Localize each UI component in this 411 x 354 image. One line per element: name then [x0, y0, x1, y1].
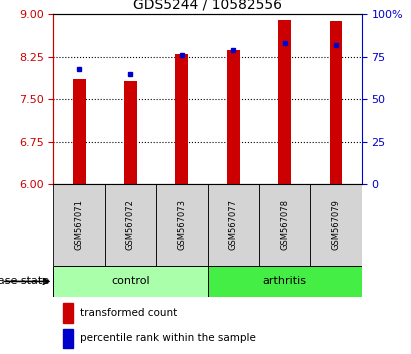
Text: GSM567073: GSM567073 — [178, 199, 186, 250]
Bar — [53, 266, 208, 297]
Bar — [227, 50, 240, 184]
Text: GSM567077: GSM567077 — [229, 199, 238, 250]
Bar — [62, 303, 74, 323]
Bar — [208, 184, 259, 266]
Bar — [73, 79, 85, 184]
Text: GSM567079: GSM567079 — [332, 199, 340, 250]
Bar — [105, 184, 156, 266]
Text: disease state: disease state — [0, 276, 49, 286]
Text: arthritis: arthritis — [263, 276, 307, 286]
Text: GSM567078: GSM567078 — [280, 199, 289, 250]
Text: transformed count: transformed count — [80, 308, 177, 318]
Bar — [330, 21, 342, 184]
Bar — [175, 54, 188, 184]
Text: GSM567071: GSM567071 — [75, 199, 83, 250]
Text: GSM567072: GSM567072 — [126, 199, 135, 250]
Title: GDS5244 / 10582556: GDS5244 / 10582556 — [133, 0, 282, 12]
Text: control: control — [111, 276, 150, 286]
Bar — [124, 81, 137, 184]
Bar — [208, 266, 362, 297]
Bar — [310, 184, 362, 266]
Bar — [62, 329, 74, 348]
Bar — [278, 20, 291, 184]
Bar — [259, 184, 310, 266]
Bar — [53, 184, 105, 266]
Bar — [156, 184, 208, 266]
Text: percentile rank within the sample: percentile rank within the sample — [80, 333, 256, 343]
